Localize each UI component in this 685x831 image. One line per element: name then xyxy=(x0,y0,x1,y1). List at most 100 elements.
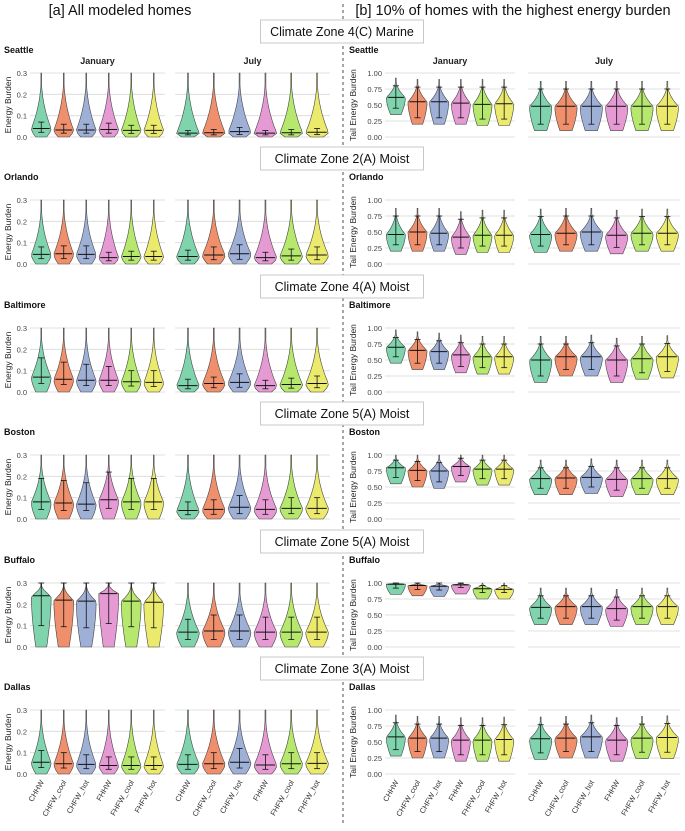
violin-FHHW xyxy=(98,327,119,393)
violin-panel: 0.0 0.1 0.2 0.3 xyxy=(17,69,165,142)
violin-FHFW_hot xyxy=(305,582,329,648)
y-tick-label: 1.00 xyxy=(367,324,382,333)
y-axis-title: Energy Burden xyxy=(3,76,13,133)
y-axis-title: Energy Burden xyxy=(3,586,13,643)
violin-CHFW_cool xyxy=(53,709,74,775)
y-axis-title: Tail Energy Burden xyxy=(348,579,358,651)
y-axis-title: Tail Energy Burden xyxy=(348,451,358,523)
violin-CHHW xyxy=(31,72,52,138)
zone-header: Climate Zone 5(A) Moist xyxy=(275,535,410,549)
zone-header: Climate Zone 4(C) Marine xyxy=(270,25,414,39)
y-tick-label: 0.2 xyxy=(17,217,27,226)
zone-header-box xyxy=(260,274,424,299)
y-tick-label: 0.0 xyxy=(17,133,27,142)
y-axis-title: Tail Energy Burden xyxy=(348,706,358,778)
y-tick-label: 0.2 xyxy=(17,600,27,609)
city-label: Boston xyxy=(4,427,35,437)
y-tick-label: 0.50 xyxy=(367,356,382,365)
violin-CHFW_cool xyxy=(202,199,226,265)
y-tick-label: 0.3 xyxy=(17,451,27,460)
violin-CHHW xyxy=(176,582,200,648)
x-tick-label: FHHW xyxy=(94,778,114,803)
city-label: Buffalo xyxy=(4,555,35,565)
violin-CHFW_hot xyxy=(228,72,251,138)
x-tick-label: CHFW_hot xyxy=(218,778,245,815)
x-tick-label: FHFW_hot xyxy=(646,778,672,815)
y-tick-label: 1.00 xyxy=(367,579,382,588)
zone-header-box xyxy=(260,401,424,426)
violin-panel: 0.0 0.1 0.2 0.3 xyxy=(17,196,165,269)
city-label: Orlando xyxy=(4,172,39,182)
y-tick-label: 0.1 xyxy=(17,367,27,376)
zone-header: Climate Zone 4(A) Moist xyxy=(275,280,410,294)
y-tick-label: 1.00 xyxy=(367,706,382,715)
y-axis-title: Energy Burden xyxy=(3,713,13,770)
violin-FHFW_hot xyxy=(305,709,329,775)
city-label: Seattle xyxy=(4,45,34,55)
violin-panel: 0.0 0.1 0.2 0.3 xyxy=(17,579,165,652)
y-tick-label: 0.0 xyxy=(17,388,27,397)
y-tick-label: 0.3 xyxy=(17,324,27,333)
violin-panel: 0.0 0.1 0.2 0.3 xyxy=(17,451,165,524)
violin-panel xyxy=(175,454,330,520)
y-tick-label: 0.00 xyxy=(367,260,382,269)
violin-FHHW xyxy=(254,454,277,520)
violin-panel xyxy=(528,582,680,648)
zone-header-box xyxy=(260,529,424,554)
violin-panel xyxy=(175,199,330,265)
y-tick-label: 0.25 xyxy=(367,372,382,381)
violin-FHHW xyxy=(98,199,119,265)
violin-CHFW_hot xyxy=(76,72,97,138)
x-tick-label: FHFW_hot xyxy=(296,778,322,815)
violin-FHFW_hot xyxy=(143,709,164,775)
zone-header: Climate Zone 2(A) Moist xyxy=(275,152,410,166)
violin-FHFW_hot xyxy=(143,327,164,393)
city-label: Dallas xyxy=(4,682,31,692)
y-tick-label: 0.1 xyxy=(17,112,27,121)
y-tick-label: 0.25 xyxy=(367,499,382,508)
y-tick-label: 0.50 xyxy=(367,228,382,237)
y-tick-label: 0.00 xyxy=(367,515,382,524)
violin-panel: 0.00 0.25 0.50 0.75 1.00 xyxy=(367,451,515,524)
violin-CHFW_hot xyxy=(76,199,97,265)
y-tick-label: 1.00 xyxy=(367,451,382,460)
city-label: Seattle xyxy=(349,45,379,55)
violin-CHHW xyxy=(176,72,200,138)
y-axis-title: Energy Burden xyxy=(3,458,13,515)
y-tick-label: 0.3 xyxy=(17,69,27,78)
violin-CHFW_hot xyxy=(76,709,97,775)
violin-panel: 0.000.250.500.751.00CHHWCHFW_coolCHFW_ho… xyxy=(367,706,515,818)
violin-CHFW_hot xyxy=(76,327,97,393)
y-tick-label: 0.75 xyxy=(367,212,382,221)
x-tick-label: FHFW_cool xyxy=(619,778,647,817)
violin-CHHW xyxy=(176,709,200,775)
y-tick-label: 0.25 xyxy=(367,117,382,126)
violin-panel xyxy=(528,327,680,393)
violin-CHFW_cool xyxy=(202,72,226,138)
violin-CHFW_cool xyxy=(202,327,226,393)
x-tick-label: CHFW_cool xyxy=(190,778,218,818)
y-tick-label: 0.25 xyxy=(367,627,382,636)
month-label: July xyxy=(243,56,261,66)
x-tick-label: FHFW_cool xyxy=(268,778,296,817)
violin-FHHW xyxy=(254,199,277,265)
zone-header-box xyxy=(260,19,424,44)
violin-CHFW_cool xyxy=(53,327,74,393)
y-tick-label: 0.50 xyxy=(367,101,382,110)
city-label: Orlando xyxy=(349,172,384,182)
violin-CHHW xyxy=(176,199,200,265)
y-tick-label: 0.1 xyxy=(17,622,27,631)
violin-FHFW_cool xyxy=(279,582,303,648)
violin-FHFW_hot xyxy=(143,199,164,265)
y-tick-label: 0.0 xyxy=(17,260,27,269)
y-tick-label: 0.0 xyxy=(17,515,27,524)
violin-CHFW_hot xyxy=(227,454,252,520)
y-tick-label: 1.00 xyxy=(367,69,382,78)
violin-FHFW_cool xyxy=(279,709,303,775)
violin-CHHW xyxy=(31,709,52,775)
violin-CHFW_hot xyxy=(228,327,251,393)
month-label: July xyxy=(595,56,613,66)
